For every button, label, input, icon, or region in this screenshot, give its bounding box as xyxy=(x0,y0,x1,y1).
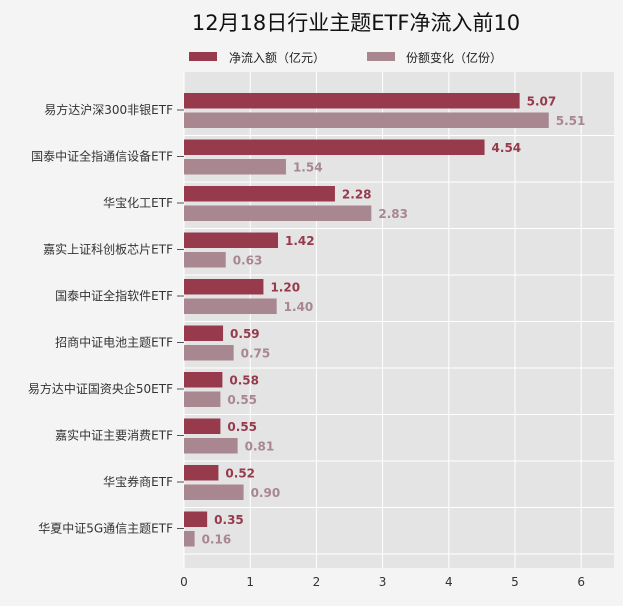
bar-share-change xyxy=(184,205,372,221)
bar-share-change xyxy=(184,345,234,361)
data-label-net-inflow: 4.54 xyxy=(492,141,522,155)
data-label-net-inflow: 0.35 xyxy=(214,513,244,527)
legend-label-share-change: 份额变化（亿份） xyxy=(406,50,502,65)
bar-net-inflow xyxy=(184,325,224,341)
data-label-net-inflow: 5.07 xyxy=(527,95,557,109)
bar-net-inflow xyxy=(184,139,485,155)
bar-net-inflow xyxy=(184,93,520,109)
category-label: 国泰中证全指通信设备ETF xyxy=(31,149,173,164)
data-label-share-change: 0.90 xyxy=(251,486,281,500)
legend-swatch-share-change xyxy=(367,52,395,61)
legend: 净流入额（亿元） 份额变化（亿份） xyxy=(189,50,502,65)
data-label-net-inflow: 0.52 xyxy=(225,467,255,481)
bar-share-change xyxy=(184,391,221,407)
bar-share-change xyxy=(184,112,549,128)
data-label-share-change: 1.40 xyxy=(284,300,314,314)
bar-share-change xyxy=(184,438,238,454)
x-tick-label: 3 xyxy=(379,575,387,589)
data-label-net-inflow: 2.28 xyxy=(342,188,372,202)
data-label-net-inflow: 0.59 xyxy=(230,327,260,341)
bars: 5.07 5.51 4.54 1.54 2.28 2.83 1.42 0.63 1.20 1.40… xyxy=(184,93,585,547)
legend-label-net-inflow: 净流入额（亿元） xyxy=(229,50,325,65)
data-label-share-change: 2.83 xyxy=(378,207,408,221)
category-label: 易方达中证国资央企50ETF xyxy=(28,381,173,396)
data-label-share-change: 0.75 xyxy=(241,347,271,361)
bar-net-inflow xyxy=(184,372,223,388)
category-label: 嘉实上证科创板芯片ETF xyxy=(43,242,173,257)
category-label: 易方达沪深300非银ETF xyxy=(44,102,173,117)
bar-share-change xyxy=(184,531,195,547)
x-tick-label: 0 xyxy=(180,575,188,589)
data-label-share-change: 0.63 xyxy=(233,254,263,268)
bar-net-inflow xyxy=(184,232,279,248)
x-tick-label: 1 xyxy=(246,575,254,589)
data-label-net-inflow: 0.55 xyxy=(227,420,257,434)
x-tick-labels: 0 1 2 3 4 5 6 xyxy=(180,575,585,589)
bar-net-inflow xyxy=(184,418,221,434)
bar-share-change xyxy=(184,298,277,314)
bar-share-change xyxy=(184,484,244,500)
category-label: 招商中证电池主题ETF xyxy=(55,335,173,350)
category-label: 华宝券商ETF xyxy=(103,474,173,489)
category-labels: 易方达沪深300非银ETF 国泰中证全指通信设备ETF 华宝化工ETF 嘉实上证科创板… xyxy=(28,102,184,536)
legend-swatch-net-inflow xyxy=(189,52,217,61)
category-label: 华宝化工ETF xyxy=(103,196,173,210)
data-label-net-inflow: 0.58 xyxy=(229,374,259,388)
data-label-share-change: 1.54 xyxy=(293,161,323,175)
x-tick-label: 4 xyxy=(445,575,453,589)
data-label-net-inflow: 1.20 xyxy=(270,281,300,295)
data-label-share-change: 0.55 xyxy=(227,393,257,407)
chart-title: 12月18日行业主题ETF净流入前10 xyxy=(192,11,520,35)
category-label: 嘉实中证主要消费ETF xyxy=(55,428,173,443)
x-tick-label: 2 xyxy=(313,575,321,589)
x-tick-label: 6 xyxy=(577,575,585,589)
bar-share-change xyxy=(184,159,286,175)
bar-net-inflow xyxy=(184,465,219,481)
data-label-net-inflow: 1.42 xyxy=(285,234,315,248)
bar-net-inflow xyxy=(184,511,208,527)
x-tick-label: 5 xyxy=(511,575,519,589)
category-label: 国泰中证全指软件ETF xyxy=(55,288,173,303)
data-label-share-change: 0.16 xyxy=(202,533,232,547)
data-label-share-change: 5.51 xyxy=(556,114,586,128)
bar-net-inflow xyxy=(184,186,335,202)
bar-share-change xyxy=(184,252,226,268)
bar-net-inflow xyxy=(184,279,264,295)
category-label: 华夏中证5G通信主题ETF xyxy=(38,521,173,536)
data-label-share-change: 0.81 xyxy=(245,440,275,454)
